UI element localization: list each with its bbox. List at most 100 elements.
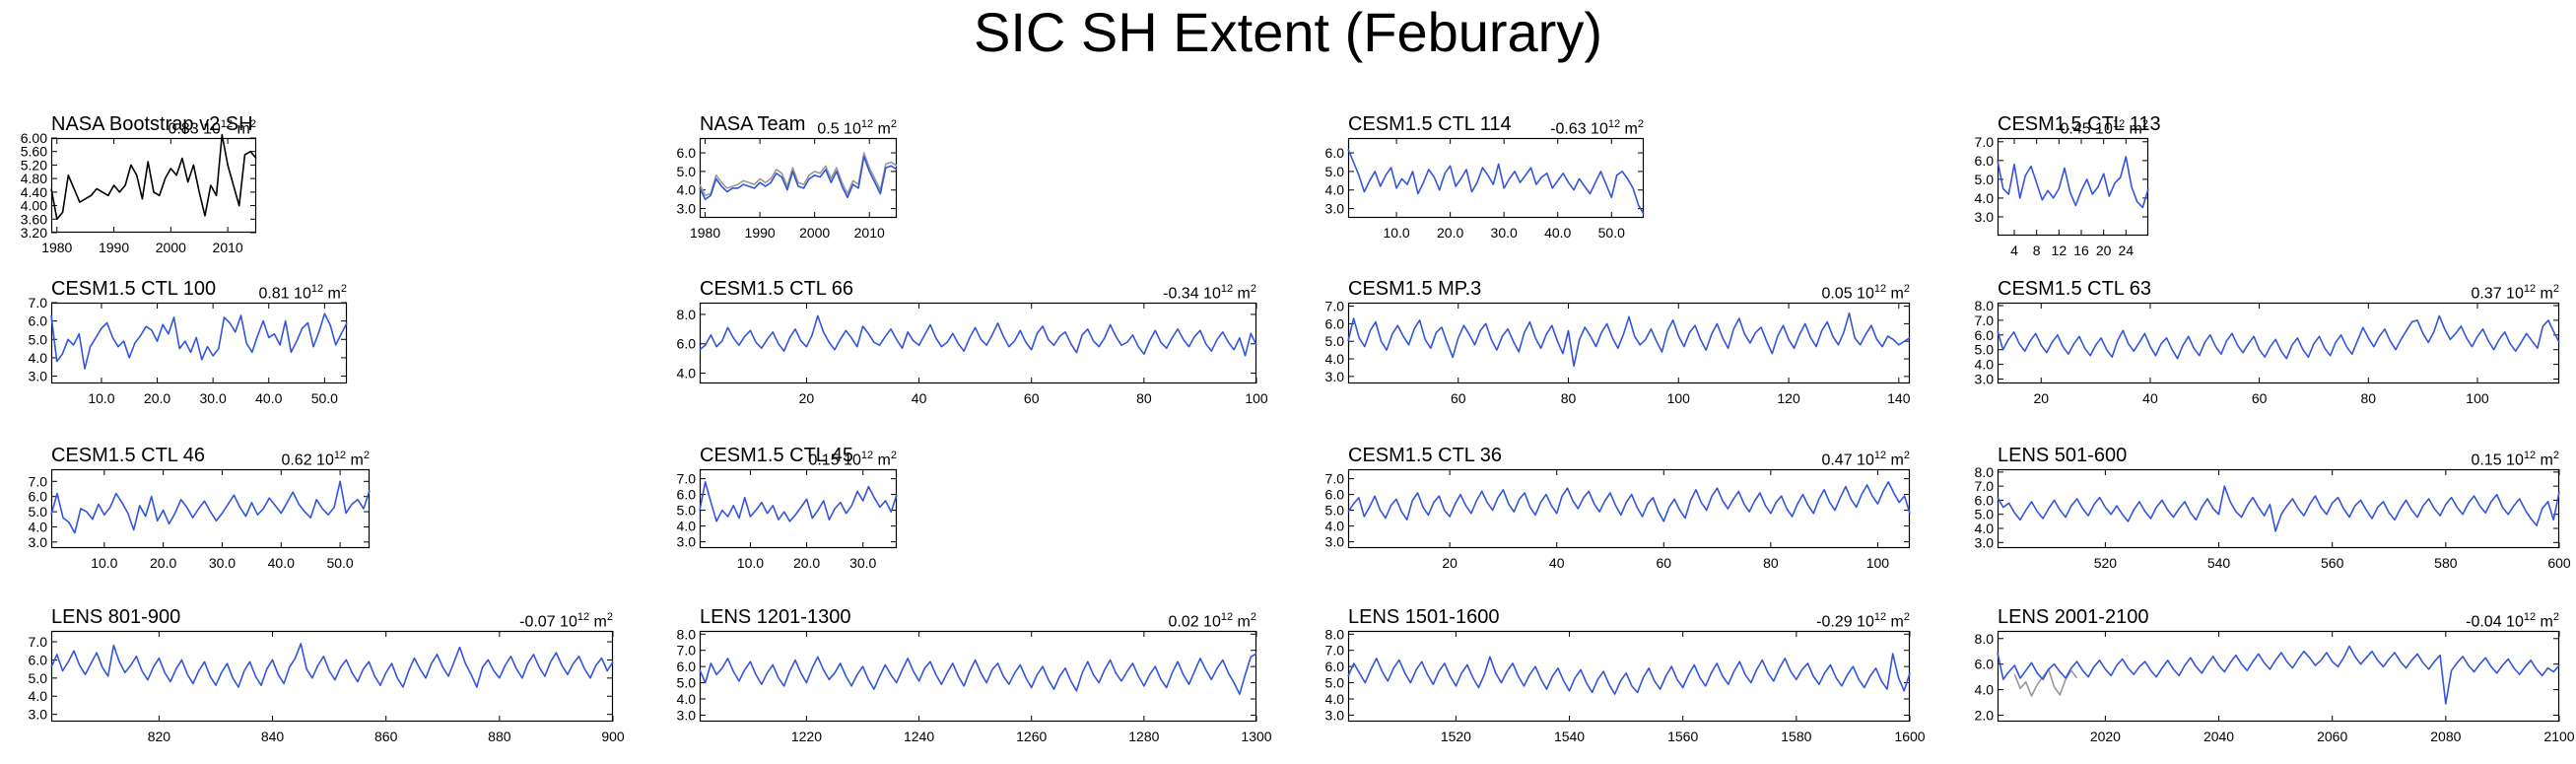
unit-sup: 2 [363, 450, 370, 461]
x-tick-label: 520 [2094, 555, 2118, 571]
x-tick-label: 1990 [745, 225, 776, 241]
x-tick-label: 100 [1866, 555, 1890, 571]
x-tick-label: 860 [374, 729, 398, 744]
x-tick-label: 1980 [690, 225, 720, 241]
unit-sup: 2 [340, 283, 347, 295]
panel-title: CESM1.5 MP.3 [1348, 278, 1482, 300]
y-tick-label: 7.0 [29, 473, 48, 489]
x-tick-label: 100 [1245, 390, 1268, 406]
y-tick-label: 3.0 [677, 201, 697, 217]
y-tick-label: 3.0 [1325, 201, 1345, 217]
unit-suffix: m [2536, 613, 2553, 631]
y-tick-label: 5.60 [21, 144, 47, 160]
y-tick-label: 8.0 [1975, 298, 1995, 313]
chart-panel: NASA Bootstrap v2 SH 0.83 1012 m2 3.20 3.60… [21, 113, 257, 255]
unit-exponent: 12 [1873, 611, 1887, 623]
unit-sup: 2 [249, 118, 256, 130]
y-tick-label: 7.0 [29, 634, 48, 650]
series-line [699, 653, 1257, 695]
y-tick-label: 6.0 [29, 313, 48, 329]
series-line [1347, 148, 1645, 215]
unit-exponent: 12 [860, 118, 874, 130]
y-tick-label: 7.0 [1975, 134, 1995, 150]
unit-label: 10 [1198, 285, 1221, 303]
x-tick-label: 80 [1763, 555, 1779, 571]
y-tick-label: 6.0 [1975, 492, 1995, 508]
panel-title: LENS 501-600 [1998, 445, 2128, 466]
y-tick-label: 6.0 [677, 336, 697, 352]
series-line [1997, 314, 2560, 360]
plot-frame [1997, 137, 2149, 237]
trend-value: -0.29 [1816, 613, 1853, 631]
plot-frame [1997, 468, 2560, 549]
trend-stat: 0.81 1012 m2 [258, 279, 347, 304]
x-tick-label: 560 [2321, 555, 2344, 571]
trend-stat: 0.62 1012 m2 [281, 446, 370, 470]
y-tick-label: 4.80 [21, 171, 47, 186]
y-tick-label: 3.0 [1975, 372, 1995, 387]
unit-suffix: m [1233, 613, 1251, 631]
x-tick-label: 12 [2052, 243, 2068, 258]
y-tick-label: 3.0 [29, 369, 48, 384]
y-tick-label: 5.0 [1325, 503, 1345, 519]
x-tick-label: 50.0 [311, 390, 338, 406]
unit-label: 10 [289, 285, 311, 303]
x-tick-label: 4 [2010, 243, 2018, 258]
unit-label: 10 [1852, 613, 1874, 631]
chart-panel: LENS 2001-2100 -0.04 1012 m2 2.0 4.0 6.0 8.0 2… [1975, 606, 2575, 744]
unit-label: 10 [839, 451, 861, 469]
trend-value: 0.47 [1821, 451, 1853, 469]
unit-exponent: 12 [860, 450, 874, 461]
trend-stat: 0.15 1012 m2 [808, 446, 897, 470]
x-tick-label: 2000 [799, 225, 830, 241]
x-tick-label: 50.0 [1598, 225, 1625, 241]
chart-panel: CESM1.5 MP.3 0.05 1012 m2 3.0 4.0 5.0 6.0 7.0 6… [1325, 278, 1911, 406]
unit-sup: 2 [1903, 611, 1910, 623]
unit-label: 10 [2501, 285, 2524, 303]
trend-stat: -0.63 1012 m2 [1550, 114, 1644, 139]
y-tick-label: 6.0 [1975, 657, 1995, 672]
unit-exponent: 12 [2523, 611, 2537, 623]
trend-stat: -0.04 1012 m2 [2466, 607, 2559, 632]
y-tick-label: 6.0 [29, 489, 48, 505]
plot-area: 3.04.05.06.07.0 10.0 20.0 30.0 40.0 50.0 [29, 468, 371, 571]
x-tick-label: 40.0 [268, 555, 295, 571]
series-line [699, 152, 898, 197]
x-tick-label: 1560 [1667, 729, 1698, 744]
trend-stat: 0.05 1012 m2 [1821, 279, 1910, 304]
series-line [50, 480, 371, 534]
y-tick-label: 3.0 [29, 707, 48, 723]
y-tick-label: 7.0 [1325, 643, 1345, 659]
y-tick-label: 7.0 [1325, 299, 1345, 314]
y-tick-label: 6.0 [1325, 145, 1345, 161]
x-tick-label: 20.0 [144, 390, 170, 406]
y-tick-label: 4.0 [1975, 357, 1995, 373]
y-tick-label: 4.0 [1975, 190, 1995, 206]
plot-area: 3.0 4.0 5.0 6.07.0 60 80 100 120 140 [1325, 299, 1911, 406]
series-line [50, 643, 614, 688]
y-tick-label: 5.0 [1975, 507, 1995, 522]
plot-area: 3.04.05.06.07.08.0 520 540 560 580 600 [1975, 464, 2571, 571]
unit-exponent: 12 [310, 283, 324, 295]
trend-value: 0.15 [808, 451, 840, 469]
unit-suffix: m [1620, 120, 1638, 138]
y-tick-label: 5.0 [29, 504, 48, 520]
series-line [50, 313, 348, 370]
chart-panel: CESM1.5 CTL 66 -0.34 1012 m2 4.0 6.0 8.0 20 40… [677, 278, 1268, 406]
y-tick-label: 6.0 [1975, 327, 1995, 343]
x-tick-label: 2060 [2317, 729, 2347, 744]
unit-suffix: m [589, 613, 607, 631]
x-tick-label: 40.0 [1544, 225, 1571, 241]
unit-suffix: m [873, 120, 891, 138]
y-tick-label: 5.0 [1325, 333, 1345, 349]
unit-suffix: m [1886, 613, 1904, 631]
x-tick-label: 1540 [1554, 729, 1585, 744]
x-tick-label: 1280 [1128, 729, 1159, 744]
x-tick-label: 60 [1024, 390, 1040, 406]
chart-panel: CESM1.5 CTL 113 0.45 1012 m2 3.0 4.0 5.0 6.0 7… [1975, 113, 2161, 258]
plot-area: 3.0 4.0 5.0 6.0 1980 1990 2000 2010 [677, 137, 898, 241]
y-tick-label: 3.0 [1325, 369, 1345, 384]
chart-panel: CESM1.5 CTL 114 -0.63 1012 m2 3.0 4.0 5.0 6.0… [1325, 113, 1645, 241]
series-line [699, 155, 898, 201]
y-tick-label: 3.0 [677, 534, 697, 550]
